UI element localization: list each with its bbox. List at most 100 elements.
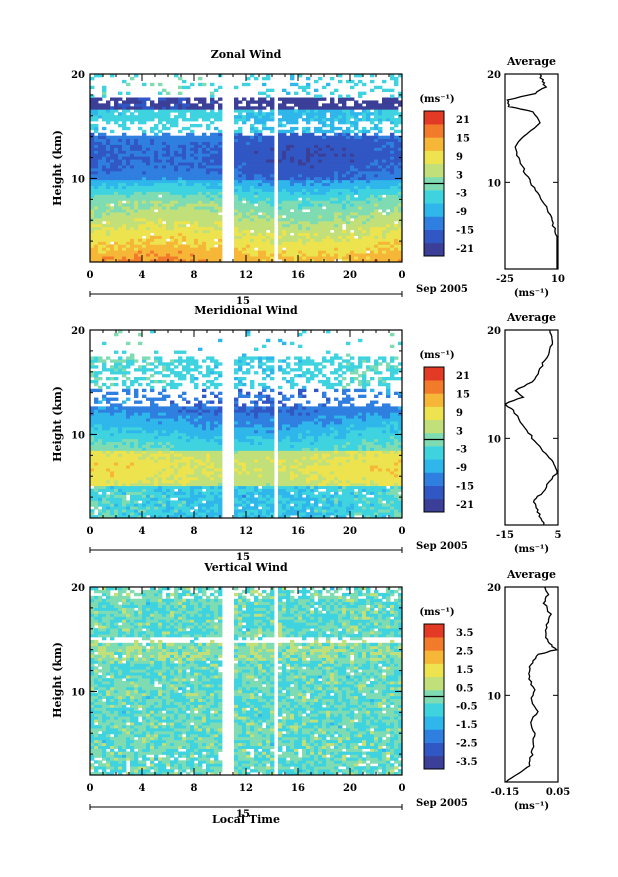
heatmap-cell [266,192,270,195]
heatmap-cell [218,203,222,206]
heatmap-cell [102,406,106,409]
heatmap-cell [110,98,114,101]
heatmap-cell [98,448,102,451]
heatmap-cell [150,500,154,503]
heatmap-cell [150,156,154,159]
heatmap-cell [358,180,362,183]
heatmap-cell [206,189,210,192]
heatmap-cell [94,415,98,418]
heatmap-cell [350,112,354,115]
heatmap-cell [314,236,318,239]
heatmap-cell [242,192,246,195]
heatmap-cell [194,112,198,115]
heatmap-cell [386,139,390,142]
heatmap-cell [318,162,322,165]
heatmap-cell [134,471,138,474]
heatmap-cell [294,121,298,124]
heatmap-cell [210,133,214,136]
heatmap-cell [238,206,242,209]
heatmap-cell [330,236,334,239]
heatmap-cell [94,106,98,109]
heatmap-cell [282,165,286,168]
heatmap-cell [314,177,318,180]
heatmap-cell [134,98,138,101]
heatmap-cell [342,162,346,165]
heatmap-cell [290,109,294,112]
heatmap-cell [178,183,182,186]
heatmap-cell [94,401,98,404]
heatmap-cell [130,100,134,103]
heatmap-cell [238,200,242,203]
heatmap-cell [126,480,130,483]
heatmap-cell [378,168,382,171]
heatmap-cell [158,98,162,101]
heatmap-cell [362,142,366,145]
heatmap-cell [90,215,94,218]
heatmap-cell [194,212,198,215]
heatmap-cell [158,162,162,165]
heatmap-cell [138,218,142,221]
heatmap-cell [130,512,134,515]
heatmap-cell [294,112,298,115]
heatmap-cell [158,159,162,162]
heatmap-cell [98,389,102,392]
heatmap-cell [146,98,150,101]
heatmap-cell [202,183,206,186]
heatmap-cell [242,197,246,200]
heatmap-cell [166,180,170,183]
heatmap-cell [202,194,206,197]
heatmap-cell [378,192,382,195]
heatmap-cell [330,218,334,221]
heatmap-cell [270,244,274,247]
heatmap-cell [234,136,238,139]
heatmap-cell [130,427,134,430]
heatmap-cell [118,489,122,492]
heatmap-cell [130,471,134,474]
heatmap-cell [342,200,346,203]
heatmap-cell [374,177,378,180]
heatmap-cell [162,118,166,121]
heatmap-cell [170,206,174,209]
heatmap-cell [114,403,118,406]
heatmap-cell [214,147,218,150]
heatmap-cell [130,209,134,212]
heatmap-cell [94,250,98,253]
heatmap-cell [94,194,98,197]
heatmap-cell [370,206,374,209]
heatmap-cell [318,212,322,215]
heatmap-cells [90,74,402,262]
heatmap-cell [186,142,190,145]
heatmap-cell [318,203,322,206]
heatmap-cell [202,83,206,86]
heatmap-cell [350,98,354,101]
heatmap-cell [306,162,310,165]
heatmap-cell [162,380,166,383]
heatmap-cell [290,180,294,183]
heatmap-cell [102,109,106,112]
heatmap-cell [102,433,106,436]
heatmap-cell [142,224,146,227]
heatmap-cell [262,244,266,247]
heatmap-cell [310,150,314,153]
heatmap-cell [250,147,254,150]
heatmap-cell [346,145,350,148]
heatmap-cell [238,142,242,145]
heatmap-cell [170,218,174,221]
heatmap-cell [250,183,254,186]
heatmap-cell [186,215,190,218]
heatmap-cell [98,200,102,203]
heatmap-cell [306,133,310,136]
heatmap-cell [110,239,114,242]
heatmap-cell [174,100,178,103]
heatmap-cell [214,156,218,159]
heatmap-cell [110,371,114,374]
heatmap-cell [126,445,130,448]
heatmap-cell [106,418,110,421]
heatmap-cell [126,453,130,456]
heatmap-cell [234,115,238,118]
heatmap-cell [346,106,350,109]
heatmap-cell [322,224,326,227]
heatmap-cell [330,189,334,192]
heatmap-cell [102,442,106,445]
heatmap-cell [254,156,258,159]
